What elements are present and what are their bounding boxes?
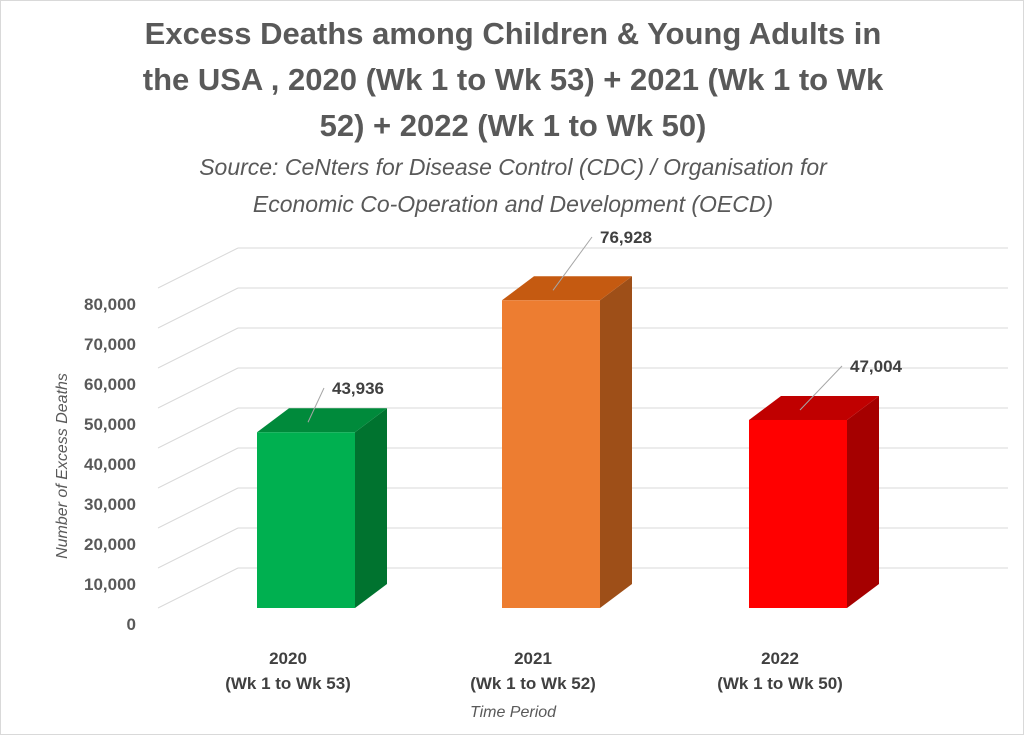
gridline-side bbox=[157, 367, 239, 409]
data-label-leader bbox=[307, 387, 325, 423]
x-tick-label: (Wk 1 to Wk 50) bbox=[717, 674, 843, 693]
y-tick-label: 0 bbox=[127, 615, 136, 634]
bar bbox=[257, 432, 355, 608]
y-axis-label: Number of Excess Deaths bbox=[54, 373, 71, 559]
data-label: 47,004 bbox=[850, 357, 903, 376]
data-label-leader bbox=[552, 236, 593, 291]
gridline-side bbox=[157, 487, 239, 529]
gridline-side bbox=[157, 327, 239, 369]
gridline-side bbox=[157, 527, 239, 569]
bar-top bbox=[257, 408, 387, 433]
chart-title: Excess Deaths among Children & Young Adu… bbox=[61, 11, 965, 149]
gridline-side bbox=[157, 247, 239, 289]
y-tick-label: 70,000 bbox=[84, 335, 136, 354]
title-line: Excess Deaths among Children & Young Adu… bbox=[144, 16, 882, 51]
bar bbox=[749, 419, 847, 608]
x-axis-label: Time Period bbox=[470, 704, 557, 721]
bar-side bbox=[847, 395, 879, 608]
x-tick-label: 2022 bbox=[761, 649, 799, 668]
subtitle-line: Source: CeNters for Disease Control (CDC… bbox=[199, 154, 827, 180]
y-tick-label: 10,000 bbox=[84, 575, 136, 594]
bar-side bbox=[355, 408, 387, 608]
x-tick-label: (Wk 1 to Wk 53) bbox=[225, 674, 351, 693]
gridline-side bbox=[157, 287, 239, 329]
x-tick-label: (Wk 1 to Wk 52) bbox=[470, 674, 596, 693]
bar bbox=[502, 300, 600, 608]
gridline-side bbox=[157, 567, 239, 609]
y-tick-label: 80,000 bbox=[84, 295, 136, 314]
bar-side bbox=[600, 276, 632, 608]
chart-subtitle: Source: CeNters for Disease Control (CDC… bbox=[61, 149, 965, 223]
title-line: the USA , 2020 (Wk 1 to Wk 53) + 2021 (W… bbox=[142, 62, 884, 97]
gridline-side bbox=[157, 447, 239, 489]
title-line: 52) + 2022 (Wk 1 to Wk 50) bbox=[319, 108, 707, 143]
x-tick-label: 2021 bbox=[514, 649, 552, 668]
bar-top bbox=[502, 276, 632, 301]
data-label: 43,936 bbox=[332, 379, 384, 398]
y-tick-label: 30,000 bbox=[84, 495, 136, 514]
data-label: 76,928 bbox=[600, 228, 652, 247]
bar-top bbox=[749, 395, 879, 420]
y-tick-label: 40,000 bbox=[84, 455, 136, 474]
y-tick-label: 50,000 bbox=[84, 415, 136, 434]
gridline-side bbox=[157, 407, 239, 449]
y-tick-label: 20,000 bbox=[84, 535, 136, 554]
x-tick-label: 2020 bbox=[269, 649, 307, 668]
data-label-leader bbox=[799, 365, 843, 411]
y-tick-label: 60,000 bbox=[84, 375, 136, 394]
subtitle-line: Economic Co-Operation and Development (O… bbox=[252, 191, 774, 217]
